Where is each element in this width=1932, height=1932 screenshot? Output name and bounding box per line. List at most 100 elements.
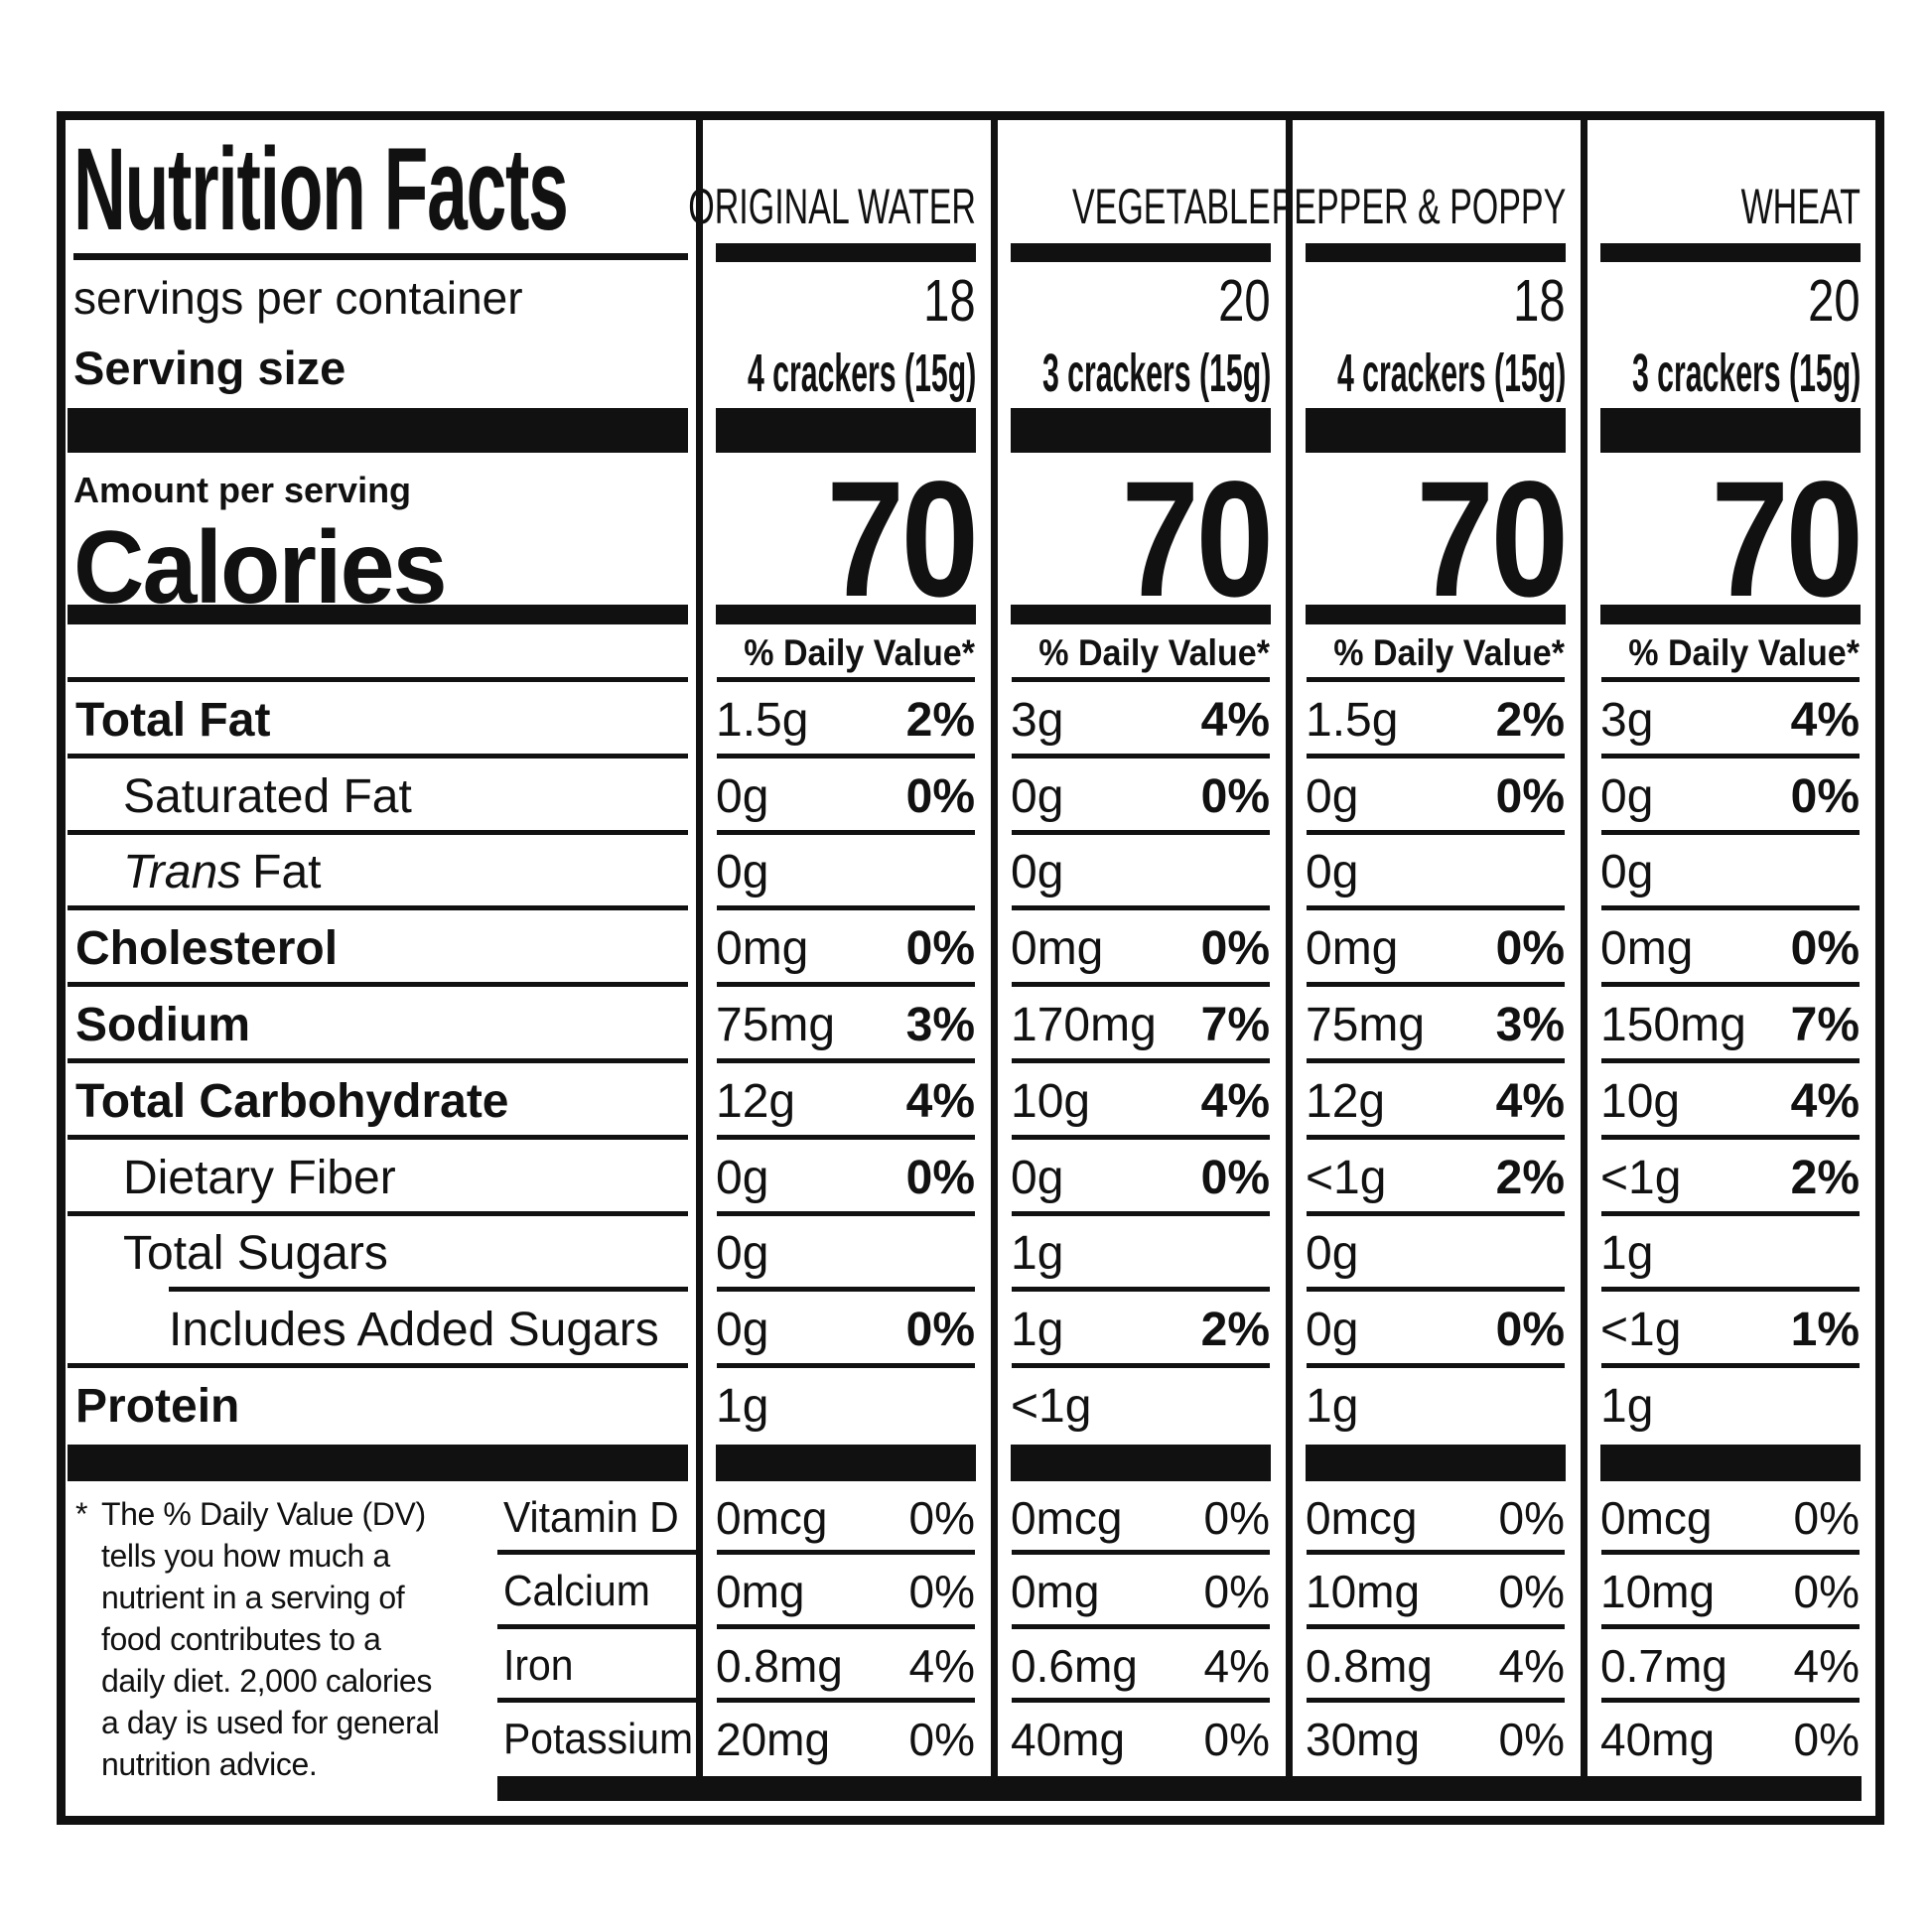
daily-value-header: % Daily Value* (1286, 624, 1581, 682)
nutrient-label-cholesterol: Cholesterol (66, 910, 696, 987)
flavor-underline-bar (1306, 243, 1566, 262)
nutrition-facts-label: Nutrition Facts servings per container S… (57, 111, 1884, 1825)
vitamin-dv: 0% (1498, 1714, 1565, 1765)
separator-bar (68, 408, 688, 453)
nutrient-amount: 1g (1600, 1380, 1654, 1434)
nutrient-amount: <1g (1600, 1151, 1682, 1204)
vitamin-cell: 0mcg 0% (1286, 1480, 1581, 1556)
nutrient-cell: 0g 0% (1286, 758, 1581, 835)
serving-size-value: 3 crackers (15g) (863, 346, 1271, 400)
calories-underline-bar (68, 605, 688, 624)
nutrient-cell: 3g 4% (991, 682, 1286, 759)
vitamin-dv: 0% (1793, 1566, 1860, 1618)
daily-value-header: % Daily Value* (696, 624, 991, 682)
flavor-name: VEGETABLE (979, 182, 1271, 231)
nutrient-amount: 75mg (1306, 999, 1426, 1052)
separator-bar-row (66, 408, 696, 453)
nutrient-dv: 0% (1200, 769, 1270, 823)
vitamin-cell: 40mg 0% (1581, 1702, 1875, 1777)
vitamin-amount: 0mcg (716, 1492, 828, 1545)
nutrient-amount: 0mg (1600, 922, 1694, 976)
nutrient-dv: 0% (1790, 769, 1860, 823)
amount-per-serving-label: Amount per serving (73, 470, 412, 510)
vitamin-amount: 0.8mg (716, 1639, 843, 1692)
vitamin-label-calcium: Calcium (497, 1555, 696, 1629)
nutrient-dv: 7% (1790, 999, 1860, 1052)
serving-size-text: 3 crackers (15g) (1631, 344, 1861, 403)
nutrient-dv: 2% (1495, 693, 1565, 747)
nutrient-name: Total Carbohydrate (75, 1074, 509, 1128)
vitamin-name: Vitamin D (503, 1493, 679, 1543)
daily-value-header-text: % Daily Value* (1333, 632, 1565, 673)
nutrient-dv: 0% (1200, 1151, 1270, 1204)
nutrient-cell: <1g 1% (1581, 1292, 1875, 1369)
nutrient-amount: 10g (1600, 1074, 1681, 1128)
nutrient-cell: 0mg 0% (1286, 910, 1581, 988)
separator-bar (716, 1444, 976, 1481)
nutrient-amount: 1g (1600, 1227, 1654, 1281)
daily-value-header-spacer (66, 624, 696, 682)
separator-bar-row (66, 1444, 696, 1481)
nutrient-amount: 0g (1011, 769, 1064, 823)
nutrient-name: Saturated Fat (123, 769, 412, 823)
flavor-text: VEGETABLE (1072, 179, 1271, 234)
nutrient-dv: 4% (1200, 693, 1270, 747)
vitamin-amount: 0.6mg (1011, 1639, 1138, 1692)
nutrient-amount: 0g (1600, 769, 1654, 823)
nutrient-cell: 1g (1286, 1368, 1581, 1445)
servings-count-value: 18 (923, 268, 976, 334)
vitamin-cell: 0mg 0% (696, 1555, 991, 1629)
nutrient-cell: 1.5g 2% (696, 682, 991, 759)
vitamin-cell: 10mg 0% (1581, 1555, 1875, 1629)
vitamin-name: Calcium (503, 1567, 650, 1616)
nutrient-amount: 0mg (1011, 922, 1104, 976)
vitamin-dv: 0% (908, 1492, 975, 1545)
vitamin-amount: 40mg (1600, 1714, 1716, 1765)
nutrient-label-saturated-fat: Saturated Fat (66, 759, 696, 835)
nutrient-cell: 10g 4% (1581, 1062, 1875, 1140)
separator-bar-cell (991, 408, 1286, 453)
vitamin-amount: 0.7mg (1600, 1639, 1727, 1692)
servings-count: 20 (1205, 272, 1271, 331)
vitamin-dv: 0% (1793, 1492, 1860, 1545)
nutrient-cell: 0g (696, 1215, 991, 1293)
nutrient-amount: 0g (716, 1151, 769, 1204)
vitamin-dv: 0% (1498, 1492, 1565, 1545)
calories-number: 70 (1416, 448, 1570, 631)
nutrient-amount: 1g (1011, 1227, 1064, 1281)
calories-number: 70 (1711, 448, 1864, 631)
calories-cell: 70 (696, 453, 991, 624)
separator-bar (1600, 1444, 1861, 1481)
calories-underline-bar (1306, 605, 1566, 624)
serving-size-value: 3 crackers (15g) (1452, 346, 1861, 400)
nutrient-cell: 0g 0% (696, 1139, 991, 1216)
vitamin-dv: 0% (1203, 1492, 1270, 1545)
daily-value-header: % Daily Value* (1581, 624, 1875, 682)
nutrient-amount: <1g (1306, 1151, 1387, 1204)
nutrient-amount: 170mg (1011, 999, 1157, 1052)
vitamin-amount: 10mg (1306, 1566, 1421, 1618)
nutrient-label-protein: Protein (66, 1368, 696, 1445)
nutrient-name: Total Sugars (123, 1227, 388, 1281)
nutrient-cell: 1g (1581, 1368, 1875, 1445)
daily-value-footnote: * The % Daily Value (DV) tells you how m… (66, 1481, 497, 1782)
nutrient-amount: 1g (716, 1380, 769, 1434)
flavor-text: PEPPER & POPPY (1271, 179, 1566, 234)
nutrient-cell: 0g 0% (1581, 758, 1875, 835)
nutrient-amount: 150mg (1600, 999, 1746, 1052)
nutrient-dv: 4% (1495, 1074, 1565, 1128)
nutrient-cell: <1g (991, 1368, 1286, 1445)
nutrient-cell: 1g (991, 1215, 1286, 1293)
servings-count-value: 20 (1808, 268, 1861, 334)
nutrient-name: Cholesterol (75, 922, 339, 976)
serving-size-label: Serving size (73, 342, 346, 395)
nutrient-dv: 0% (1495, 922, 1565, 976)
nutrient-cell: 0mg 0% (696, 910, 991, 988)
vitamin-dv: 0% (1203, 1714, 1270, 1765)
nutrient-amount: 1g (1011, 1304, 1064, 1357)
flavor-name: WHEAT (1685, 182, 1861, 231)
separator-bar (1600, 408, 1861, 453)
vitamin-cell: 20mg 0% (696, 1702, 991, 1777)
separator-bar-cell (696, 408, 991, 453)
nutrient-amount: 0g (1306, 1304, 1359, 1357)
